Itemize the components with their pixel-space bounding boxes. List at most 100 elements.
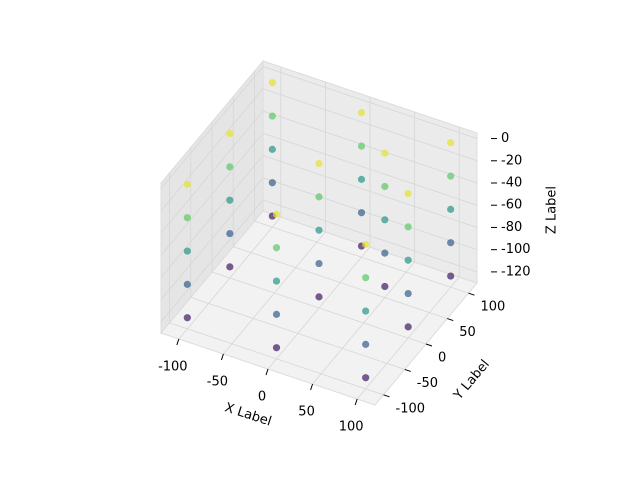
tick-mark [354,398,358,406]
point [226,263,234,271]
tick-mark [310,383,314,391]
x-tick-label: -50 [207,375,228,390]
y-tick-label: -50 [417,376,438,391]
grid-line [160,66,264,189]
point [362,374,370,382]
point [357,175,366,183]
point [362,274,370,282]
grid-line [190,297,405,370]
point [381,216,389,224]
x-tick-label: 100 [339,420,364,435]
point [272,277,281,285]
x-axis-label: X Label [223,400,273,429]
grid-line [160,88,264,212]
tick-mark [176,338,180,346]
panes: -100-50050100-100-50050100-120-100-80-60… [158,59,531,435]
point [226,196,234,204]
point [268,112,276,120]
y-tick-label: 100 [481,300,506,315]
y-axis-label: Y Label [450,357,492,404]
point [381,149,389,157]
point [362,240,370,248]
grid-line [262,177,478,251]
point [183,214,191,222]
grid-line [160,177,264,300]
point [362,340,370,348]
point [183,314,191,322]
point [315,259,323,268]
point [315,193,323,201]
z-tick-label: -20 [501,153,522,168]
point [183,180,191,188]
grid-line [160,155,264,278]
point [447,239,455,247]
x-tick-label: 0 [258,390,266,405]
point [268,179,276,187]
point [272,244,281,252]
point [226,229,234,238]
z-axis-label: Z Label [545,186,560,234]
grid-line [262,88,478,162]
grid-line [262,155,478,228]
point [447,172,455,180]
z-tick-label: -100 [501,242,531,257]
y-tick-label: -100 [396,401,426,416]
point [315,159,323,168]
point [404,223,412,231]
grid-line [169,322,384,396]
y-tick-label: 0 [438,351,446,366]
point [183,247,191,255]
point [447,139,455,147]
grid-line [262,132,478,206]
point [357,142,366,150]
point [447,205,455,213]
grid-line [254,220,469,294]
point [268,145,276,153]
z-tick-label: -40 [501,176,522,191]
point [404,189,412,198]
point [315,293,323,301]
tick-mark [265,368,269,376]
z-tick-label: -80 [501,220,522,235]
point [362,307,370,315]
x-tick-label: -100 [158,360,188,375]
point [226,129,234,138]
y-tick-label: 50 [459,325,476,340]
point [357,109,366,117]
tick-mark [447,318,454,322]
point [272,210,281,218]
tick-mark [220,353,224,361]
point [272,310,281,318]
x-tick-label: 50 [298,405,315,420]
point [381,182,389,191]
grid-line [160,110,264,234]
point [226,163,234,171]
z-tick-label: -60 [501,198,522,213]
point [315,226,323,234]
z-tick-label: 0 [501,131,509,146]
grid-line [211,271,427,345]
tick-mark [468,292,475,296]
point [381,249,389,257]
point [381,282,389,291]
point [183,280,191,288]
grid-line [160,132,264,256]
point [404,256,412,264]
point [357,209,366,217]
grid-line [262,110,478,184]
grid-line [233,246,448,319]
z-tick-label: -120 [501,264,531,279]
grid-line [262,66,478,139]
point [404,323,412,331]
points [183,79,455,382]
point [268,79,276,87]
tick-mark [383,394,390,398]
tick-mark [425,343,433,347]
tick-mark [404,368,411,372]
point [404,289,412,298]
point [272,344,281,352]
point [447,272,455,280]
grid-line [160,199,264,323]
grid-line [262,199,478,273]
